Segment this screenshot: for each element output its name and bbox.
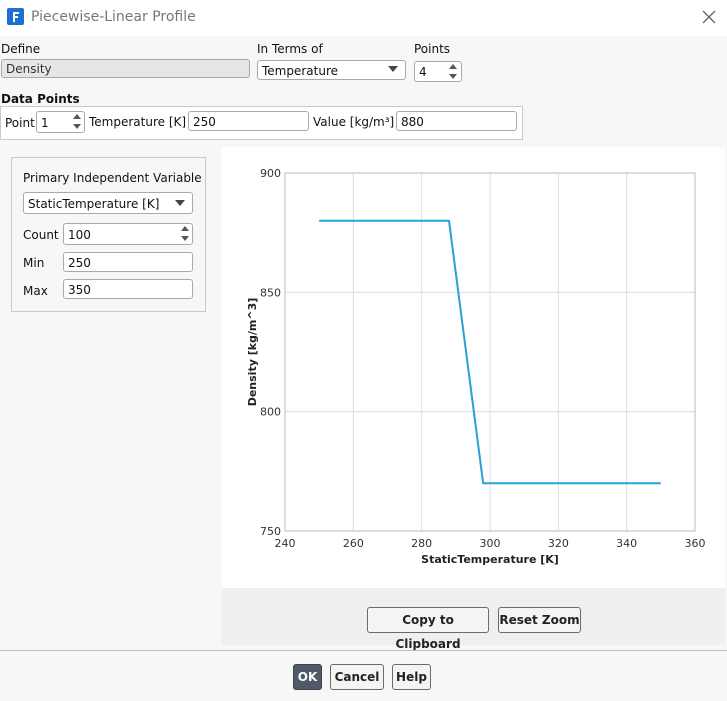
- close-button[interactable]: [702, 10, 716, 24]
- variable-panel: [11, 157, 206, 312]
- value-field[interactable]: 880: [396, 111, 517, 131]
- point-spinner[interactable]: 1: [36, 111, 85, 133]
- points-spinner[interactable]: 4: [414, 61, 462, 82]
- app-icon: [7, 8, 24, 25]
- temperature-label: Temperature [K]: [89, 115, 187, 129]
- y-tick-label: 900: [260, 167, 281, 180]
- y-tick-label: 800: [260, 406, 281, 419]
- panel-title: Primary Independent Variable: [23, 171, 202, 185]
- x-tick-label: 340: [616, 537, 637, 550]
- x-tick-label: 320: [548, 537, 569, 550]
- points-label: Points: [414, 42, 451, 56]
- x-tick-label: 300: [480, 537, 501, 550]
- in-terms-of-value: Temperature: [262, 64, 339, 78]
- copy-button[interactable]: Copy to Clipboard: [367, 607, 489, 651]
- data-line: [319, 219, 661, 485]
- variable-value: StaticTemperature [K]: [28, 197, 160, 211]
- in-terms-of-dropdown[interactable]: Temperature: [257, 60, 406, 80]
- min-label: Min: [23, 256, 45, 270]
- in-terms-of-label: In Terms of: [257, 42, 323, 56]
- chart: 240 260 280 300 320 340 360 750 800 850 900 StaticT…: [222, 147, 725, 588]
- chart-background: [222, 147, 725, 588]
- y-tick-label: 850: [260, 286, 281, 299]
- max-label: Max: [23, 284, 48, 298]
- min-field[interactable]: 250: [63, 252, 193, 272]
- data-points-label: Data Points: [1, 92, 80, 106]
- cancel-button[interactable]: Cancel: [330, 664, 384, 690]
- y-axis-label: Density [kg/m^3]: [246, 298, 259, 407]
- x-axis-label: StaticTemperature [K]: [421, 553, 559, 566]
- x-tick-label: 240: [275, 537, 296, 550]
- dropdown-arrow: [388, 66, 398, 72]
- points-value: 4: [419, 65, 427, 79]
- value-label: Value [kg/m³]: [313, 115, 395, 129]
- define-label: Define: [1, 42, 41, 56]
- y-tick-label: 750: [260, 525, 281, 538]
- point-value: 1: [41, 116, 49, 130]
- count-label: Count: [23, 228, 59, 242]
- max-field[interactable]: 350: [63, 279, 193, 299]
- separator: [0, 650, 727, 651]
- help-button[interactable]: Help: [392, 664, 431, 690]
- x-tick-label: 360: [685, 537, 706, 550]
- plot-frame: [284, 172, 696, 532]
- temperature-field[interactable]: 250: [188, 111, 309, 131]
- count-spinner[interactable]: 100: [63, 223, 193, 245]
- dialog-title: Piecewise-Linear Profile: [31, 9, 196, 25]
- spinner-arrows: [73, 114, 81, 129]
- title-bar: [0, 0, 727, 36]
- x-tick-label: 280: [411, 537, 432, 550]
- spinner-arrows: [181, 226, 189, 241]
- dropdown-arrow: [175, 200, 185, 206]
- spinner-arrows: [449, 64, 457, 79]
- ok-button[interactable]: OK: [293, 664, 322, 690]
- reset-zoom-button[interactable]: Reset Zoom: [498, 607, 581, 633]
- count-value: 100: [68, 228, 91, 242]
- define-field[interactable]: Density: [1, 59, 250, 78]
- x-tick-label: 260: [343, 537, 364, 550]
- variable-dropdown[interactable]: StaticTemperature [K]: [23, 192, 193, 214]
- point-label: Point: [5, 116, 35, 130]
